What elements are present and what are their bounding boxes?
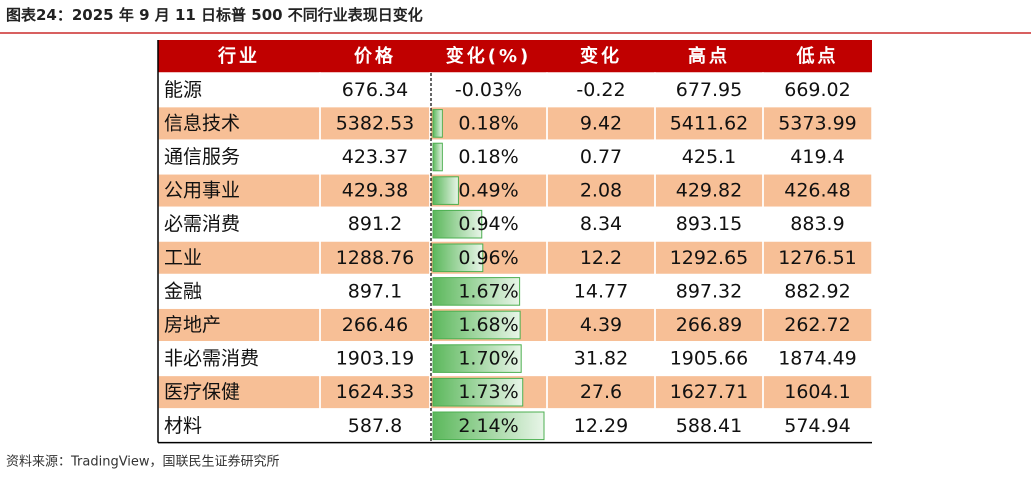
value-cell: 0.18% — [458, 112, 518, 134]
figure-title: 图表24：2025 年 9 月 11 日标普 500 不同行业表现日变化 — [6, 6, 423, 24]
value-cell: 676.34 — [342, 79, 408, 101]
value-cell: 8.34 — [580, 213, 622, 235]
value-cell: 1627.71 — [670, 381, 749, 403]
header-cell: 低点 — [796, 45, 839, 67]
value-cell: 426.48 — [784, 180, 850, 202]
value-cell: 669.02 — [784, 79, 850, 101]
value-cell: 1.70% — [458, 348, 518, 370]
value-cell: 1.67% — [458, 280, 518, 302]
value-cell: 0.77 — [580, 146, 622, 168]
table-row — [158, 241, 872, 275]
table-row — [158, 106, 872, 141]
value-cell: 31.82 — [574, 348, 628, 370]
value-cell: 1.73% — [458, 381, 518, 403]
value-cell: 14.77 — [574, 280, 628, 302]
value-cell: 1903.19 — [336, 348, 415, 370]
value-cell: 266.46 — [342, 314, 408, 336]
industry-cell: 材料 — [164, 415, 202, 437]
value-cell: 0.96% — [458, 247, 518, 269]
value-cell: 1288.76 — [336, 247, 415, 269]
value-cell: 12.2 — [580, 247, 622, 269]
table-row — [158, 140, 872, 174]
value-cell: 897.1 — [348, 280, 402, 302]
change-bar — [432, 377, 524, 407]
value-cell: 677.95 — [676, 79, 742, 101]
change-bar — [432, 209, 483, 239]
industry-cell: 医疗保健 — [164, 381, 240, 403]
industry-cell: 公用事业 — [164, 180, 240, 202]
value-cell: 1276.51 — [778, 247, 857, 269]
industry-cell: 金融 — [164, 280, 202, 302]
value-cell: 425.1 — [682, 146, 736, 168]
header-row — [158, 40, 872, 73]
value-cell: 588.41 — [676, 415, 742, 437]
industry-cell: 工业 — [164, 247, 202, 269]
value-cell: 4.39 — [580, 314, 622, 336]
value-cell: 1292.65 — [670, 247, 749, 269]
value-cell: 9.42 — [580, 112, 622, 134]
value-cell: 891.2 — [348, 213, 402, 235]
industry-cell: 能源 — [164, 79, 202, 101]
value-cell: 5373.99 — [778, 112, 857, 134]
change-bar — [432, 344, 522, 373]
value-cell: 587.8 — [348, 415, 402, 437]
value-cell: 893.15 — [676, 213, 742, 235]
value-cell: 883.9 — [790, 213, 844, 235]
value-cell: 0.49% — [458, 180, 518, 202]
value-cell: 423.37 — [342, 146, 408, 168]
change-bar — [432, 109, 443, 138]
table-row — [158, 73, 872, 107]
source-note: 资料来源：TradingView，国联民生证券研究所 — [6, 454, 280, 470]
change-bar — [432, 243, 484, 273]
value-cell: 1905.66 — [670, 348, 749, 370]
value-cell: 27.6 — [580, 381, 622, 403]
value-cell: 0.94% — [458, 213, 518, 235]
value-cell: 897.32 — [676, 280, 742, 302]
value-cell: 574.94 — [784, 415, 850, 437]
header-cell: 变化 — [580, 45, 622, 67]
value-cell: 12.29 — [574, 415, 628, 437]
value-cell: 1874.49 — [778, 348, 857, 370]
industry-cell: 信息技术 — [164, 112, 240, 134]
value-cell: -0.03% — [455, 79, 522, 101]
value-cell: 1.68% — [458, 314, 518, 336]
value-cell: 262.72 — [784, 314, 850, 336]
value-cell: 5411.62 — [670, 112, 749, 134]
change-bar — [432, 310, 521, 340]
table-row — [158, 173, 872, 208]
value-cell: 429.38 — [342, 180, 408, 202]
value-cell: 1624.33 — [336, 381, 415, 403]
value-cell: 5382.53 — [336, 112, 415, 134]
value-cell: 419.4 — [790, 146, 844, 168]
table-row — [158, 207, 872, 241]
industry-cell: 必需消费 — [164, 213, 240, 235]
industry-cell: 非必需消费 — [164, 348, 259, 370]
header-cell: 变化(%) — [446, 45, 532, 67]
value-cell: 266.89 — [676, 314, 742, 336]
value-cell: 0.18% — [458, 146, 518, 168]
header-cell: 高点 — [688, 45, 730, 67]
value-cell: -0.22 — [576, 79, 625, 101]
industry-cell: 房地产 — [164, 314, 221, 336]
value-cell: 1604.1 — [784, 381, 850, 403]
change-bar — [432, 411, 545, 441]
change-bar — [432, 142, 443, 172]
header-cell: 行业 — [217, 45, 260, 67]
value-cell: 2.14% — [458, 415, 518, 437]
header-cell: 价格 — [354, 45, 396, 67]
change-bar — [432, 277, 521, 306]
change-bar — [432, 176, 459, 205]
industry-cell: 通信服务 — [164, 146, 240, 168]
value-cell: 882.92 — [784, 280, 850, 302]
value-cell: 429.82 — [676, 180, 742, 202]
value-cell: 2.08 — [580, 180, 622, 202]
